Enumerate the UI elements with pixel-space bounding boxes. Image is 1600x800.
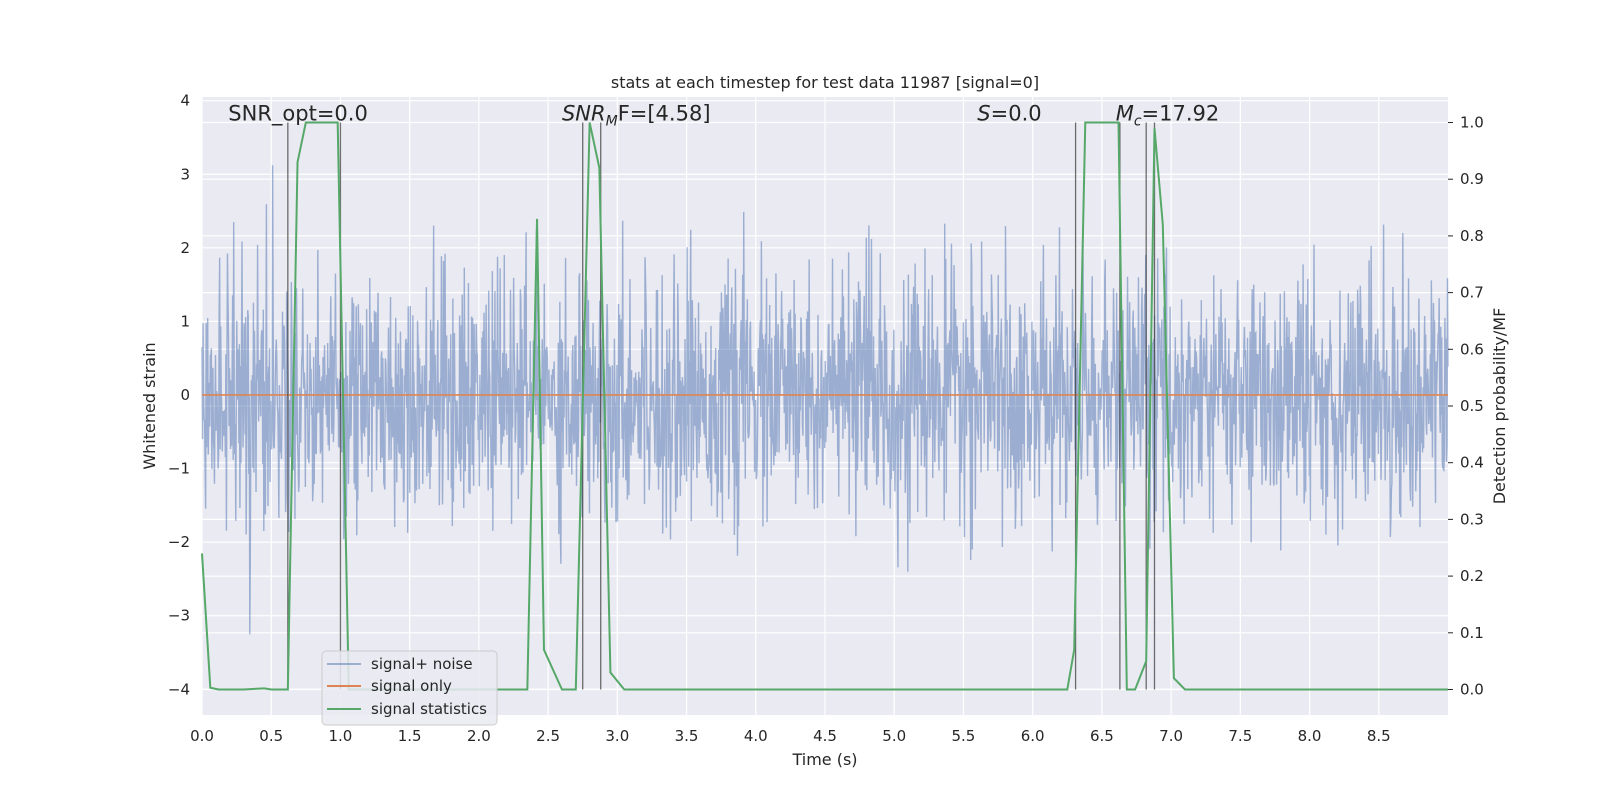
y-right-tick-label: 0.4 bbox=[1460, 454, 1484, 472]
x-tick-label: 6.0 bbox=[1021, 727, 1045, 745]
legend-label-signal-noise: signal+ noise bbox=[371, 655, 473, 673]
x-tick-label: 6.5 bbox=[1090, 727, 1114, 745]
y-left-tick-label: 4 bbox=[180, 92, 190, 110]
y-right-tick-label: 0.7 bbox=[1460, 284, 1484, 302]
x-tick-label: 8.0 bbox=[1298, 727, 1322, 745]
y-left-tick-label: −2 bbox=[168, 533, 190, 551]
axis-ticks: 0.0 0.5 1.0 1.5 2.0 2.5 3.0 3.5 4.0 4.5 5.0 5.5 6.0 6… bbox=[168, 92, 1484, 745]
x-tick-label: 4.5 bbox=[813, 727, 837, 745]
x-tick-label: 5.5 bbox=[952, 727, 976, 745]
x-tick-label: 2.0 bbox=[467, 727, 491, 745]
y-axis-label-right: Detection probability/MF bbox=[1490, 308, 1509, 505]
x-axis-label: Time (s) bbox=[791, 750, 857, 769]
signal-statistics-line bbox=[201, 121, 1448, 691]
annotation-text: SNRMF=[4.58] bbox=[562, 102, 711, 130]
y-left-tick-label: 1 bbox=[180, 312, 190, 330]
x-tick-label: 2.5 bbox=[536, 727, 560, 745]
signal-noise-line bbox=[201, 165, 1449, 635]
y-right-tick-label: 0.3 bbox=[1460, 510, 1484, 528]
x-tick-label: 5.0 bbox=[882, 727, 906, 745]
y-right-tick-label: 0.9 bbox=[1460, 170, 1484, 188]
signal-noise-series bbox=[201, 165, 1449, 635]
annotation-text: Mc=17.92 bbox=[1116, 102, 1220, 130]
x-tick-label: 7.5 bbox=[1228, 727, 1252, 745]
legend-box bbox=[321, 650, 498, 726]
legend-label-signal-statistics: signal statistics bbox=[371, 700, 487, 718]
annotation-text: S=0.0 bbox=[977, 102, 1041, 126]
legend: signal+ noise signal only signal statist… bbox=[321, 650, 498, 726]
y-right-tick-label: 0.6 bbox=[1460, 340, 1484, 358]
y-left-tick-label: −1 bbox=[168, 460, 190, 478]
legend-label-signal-only: signal only bbox=[371, 677, 452, 695]
y-right-tick-label: 0.5 bbox=[1460, 397, 1484, 415]
x-tick-label: 0.0 bbox=[190, 727, 214, 745]
x-tick-label: 3.5 bbox=[675, 727, 699, 745]
y-left-tick-label: 3 bbox=[180, 165, 190, 183]
annotation-text: SNR_opt=0.0 bbox=[228, 102, 368, 127]
y-right-tick-label: 0.1 bbox=[1460, 624, 1484, 642]
x-tick-label: 8.5 bbox=[1367, 727, 1391, 745]
y-left-tick-label: −4 bbox=[168, 680, 190, 698]
y-left-tick-label: 0 bbox=[180, 386, 190, 404]
signal-statistics-series bbox=[201, 121, 1448, 691]
x-tick-label: 1.5 bbox=[398, 727, 422, 745]
x-tick-label: 4.0 bbox=[744, 727, 768, 745]
x-tick-label: 3.0 bbox=[605, 727, 629, 745]
chart-title: stats at each timestep for test data 119… bbox=[611, 73, 1039, 92]
y-right-tick-label: 0.0 bbox=[1460, 680, 1484, 698]
y-left-tick-label: 2 bbox=[180, 239, 190, 257]
marker-lines bbox=[287, 122, 1156, 690]
x-tick-label: 7.0 bbox=[1159, 727, 1183, 745]
x-tick-label: 1.0 bbox=[329, 727, 353, 745]
x-tick-label: 0.5 bbox=[259, 727, 283, 745]
y-axis-label-left: Whitened strain bbox=[140, 342, 159, 469]
annotations: SNR_opt=0.0 SNRMF=[4.58] S=0.0 Mc=17.92 bbox=[228, 102, 1219, 130]
y-right-tick-label: 0.2 bbox=[1460, 567, 1484, 585]
y-right-tick-label: 1.0 bbox=[1460, 114, 1484, 132]
y-left-tick-label: −3 bbox=[168, 607, 190, 625]
y-right-tick-label: 0.8 bbox=[1460, 227, 1484, 245]
